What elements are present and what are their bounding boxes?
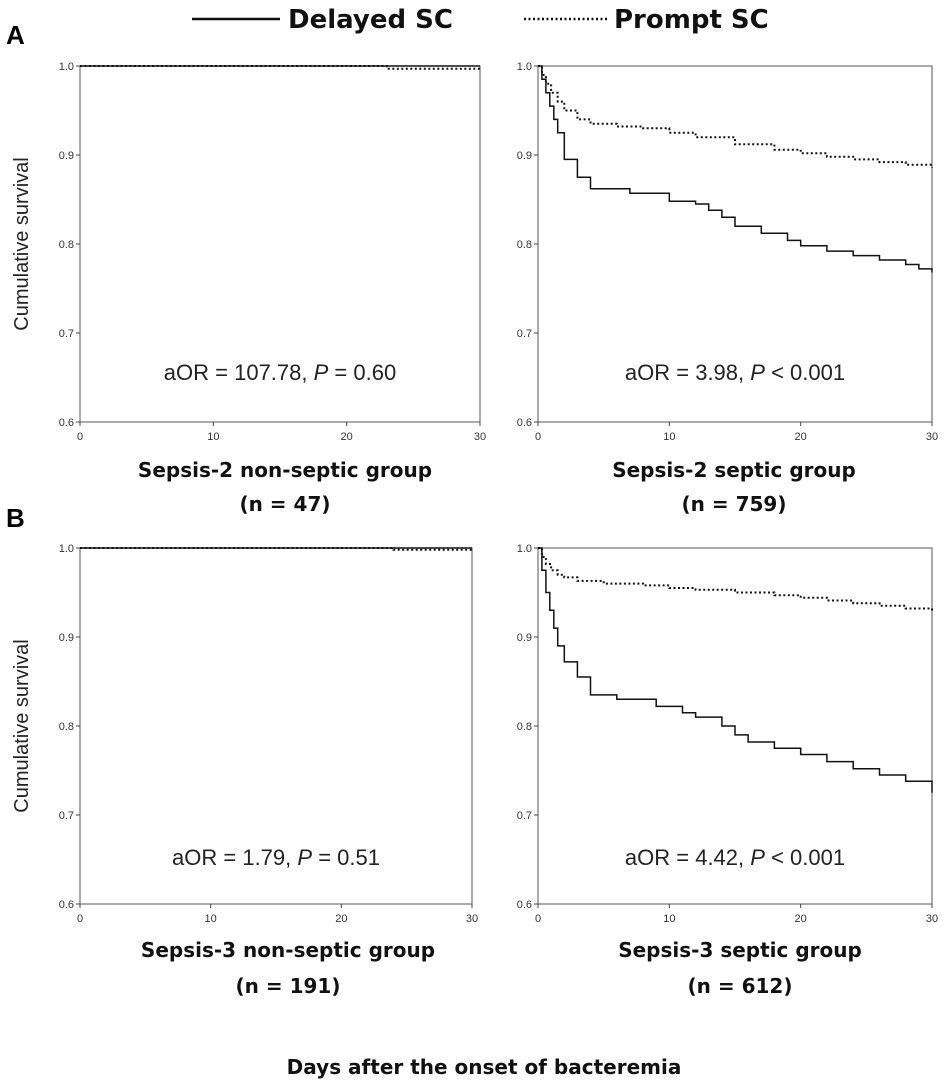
- plot-frame: [79, 547, 473, 905]
- y-tick-label: 0.6: [59, 899, 74, 911]
- panel-sepsis2-nonseptic: 0.6 0.7 0.8 0.9 1.0 0 10 20 30 Cumulative surviva…: [11, 61, 486, 516]
- x-tick-label: 20: [341, 431, 353, 443]
- y-tick-label: 0.9: [59, 150, 74, 162]
- y-tick-label: 0.6: [517, 417, 532, 429]
- panel-sepsis3-septic: 0.6 0.7 0.8 0.9 1.0 0 10 20 30 aOR = 4.42, P < 0.…: [517, 543, 938, 998]
- panel-letter-a: A: [6, 20, 25, 50]
- panel-sepsis3-nonseptic: 0.6 0.7 0.8 0.9 1.0 0 10 20 30 Cumulative surviva…: [11, 543, 478, 998]
- y-tick-label: 0.6: [59, 417, 74, 429]
- x-tick-label: 10: [205, 913, 217, 925]
- x-tick-label: 0: [77, 431, 83, 443]
- y-tick-label: 0.9: [59, 632, 74, 644]
- plot-frame: [537, 65, 933, 423]
- y-tick-label: 1.0: [517, 543, 532, 555]
- y-tick-label: 1.0: [59, 543, 74, 555]
- x-tick-label: 20: [335, 913, 347, 925]
- y-tick-label: 1.0: [59, 61, 74, 73]
- panel-title: Sepsis-3 non-septic group: [141, 938, 435, 962]
- panel-sample-size: (n = 47): [239, 492, 330, 516]
- y-tick-label: 0.8: [517, 239, 532, 251]
- x-tick-label: 20: [795, 431, 807, 443]
- stat-annotation: aOR = 107.78, P = 0.60: [164, 360, 396, 385]
- y-tick-label: 0.6: [517, 899, 532, 911]
- stat-annotation: aOR = 1.79, P = 0.51: [172, 845, 380, 870]
- plot-frame: [79, 65, 481, 423]
- x-tick-label: 20: [795, 913, 807, 925]
- legend-delayed-label: Delayed SC: [288, 5, 453, 35]
- x-tick-label: 0: [535, 431, 541, 443]
- y-tick-label: 0.8: [59, 721, 74, 733]
- x-tick-label: 30: [926, 431, 938, 443]
- series-delayed-sc: [538, 547, 933, 793]
- legend: Delayed SC Prompt SC: [192, 5, 769, 35]
- x-tick-label: 0: [77, 913, 83, 925]
- series-delayed-sc: [538, 65, 933, 273]
- x-axis-label: Days after the onset of bacteremia: [287, 1055, 682, 1079]
- series-prompt-sc: [538, 65, 933, 168]
- panel-title: Sepsis-2 non-septic group: [138, 458, 432, 482]
- x-tick-label: 10: [663, 431, 675, 443]
- y-tick-label: 0.8: [59, 239, 74, 251]
- x-tick-label: 30: [474, 431, 486, 443]
- panel-sample-size: (n = 612): [688, 974, 793, 998]
- series-prompt-sc: [538, 547, 933, 612]
- series-prompt-sc: [80, 547, 472, 551]
- x-tick-label: 10: [207, 431, 219, 443]
- panel-sepsis2-septic: 0.6 0.7 0.8 0.9 1.0 0 10 20 30 aOR = 3.98, P < 0.…: [517, 61, 938, 516]
- y-tick-label: 0.7: [59, 810, 74, 822]
- legend-prompt-label: Prompt SC: [614, 5, 769, 35]
- y-tick-label: 0.7: [59, 328, 74, 340]
- x-tick-label: 0: [535, 913, 541, 925]
- y-axis-label: Cumulative survival: [11, 639, 33, 812]
- y-tick-label: 0.7: [517, 810, 532, 822]
- x-tick-label: 30: [926, 913, 938, 925]
- y-tick-label: 0.8: [517, 721, 532, 733]
- series-prompt-sc: [80, 65, 480, 70]
- y-tick-label: 0.7: [517, 328, 532, 340]
- panel-letter-b: B: [6, 503, 25, 533]
- y-axis-label: Cumulative survival: [11, 157, 33, 330]
- y-tick-label: 1.0: [517, 61, 532, 73]
- y-tick-label: 0.9: [517, 632, 532, 644]
- x-tick-label: 10: [663, 913, 675, 925]
- stat-annotation: aOR = 3.98, P < 0.001: [625, 360, 845, 385]
- panel-sample-size: (n = 759): [682, 492, 787, 516]
- x-tick-label: 30: [466, 913, 478, 925]
- y-tick-label: 0.9: [517, 150, 532, 162]
- panel-title: Sepsis-3 septic group: [618, 938, 862, 962]
- panel-sample-size: (n = 191): [236, 974, 341, 998]
- panel-title: Sepsis-2 septic group: [612, 458, 856, 482]
- stat-annotation: aOR = 4.42, P < 0.001: [625, 845, 845, 870]
